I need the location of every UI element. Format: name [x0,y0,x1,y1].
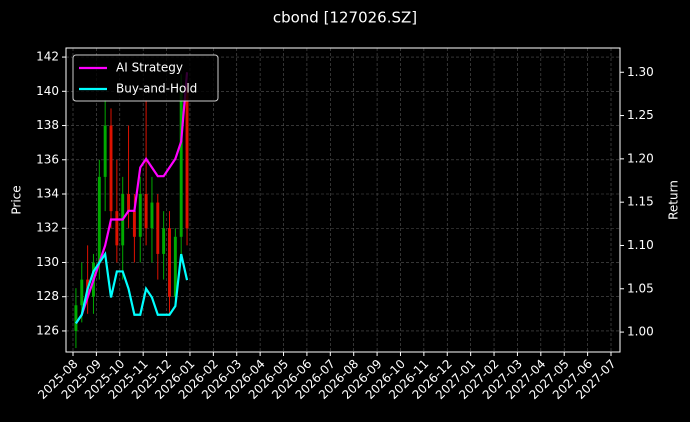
candle-body [109,125,113,212]
y-tick-label: 132 [36,221,59,235]
line [75,72,189,325]
candle-body [138,194,142,237]
y2-tick-label: 1.10 [627,238,654,252]
candle-body [179,91,183,237]
y-tick-label: 134 [36,187,59,201]
y2-tick-label: 1.15 [627,195,654,209]
y-tick-label: 140 [36,84,59,98]
y2-tick-label: 1.25 [627,108,654,122]
legend-label: AI Strategy [116,61,183,75]
chart-title: cbond [127026.SZ] [273,9,417,27]
line [75,251,189,325]
y-tick-label: 130 [36,255,59,269]
candle-body [150,202,154,229]
candle-body [173,236,177,297]
y-tick-label: 128 [36,289,59,303]
y2-tick-label: 1.20 [627,151,654,165]
y-axis-label: Price [10,185,24,214]
y2-tick-label: 1.30 [627,65,654,79]
candle-body [156,202,160,254]
candle-body [115,211,119,246]
legend-box [72,54,219,102]
candle-body [80,279,84,306]
candle-body [185,91,189,229]
y2-axis-label: Return [667,180,681,220]
legend-label: Buy-and-Hold [116,82,197,96]
candle-body [168,228,171,297]
y-tick-label: 136 [36,152,59,166]
plot-frame [65,47,621,353]
candle-body [97,176,101,263]
y2-tick-label: 1.00 [627,325,654,339]
y2-tick-label: 1.05 [627,281,654,295]
y-tick-label: 126 [36,323,59,337]
y-tick-label: 138 [36,118,59,132]
candle-body [162,228,166,254]
candle-body [132,211,136,237]
candle-body [144,194,148,229]
y-tick-label: 142 [36,50,59,64]
candle-body [127,194,131,212]
candle-body [103,125,107,177]
candle-body [74,305,78,331]
